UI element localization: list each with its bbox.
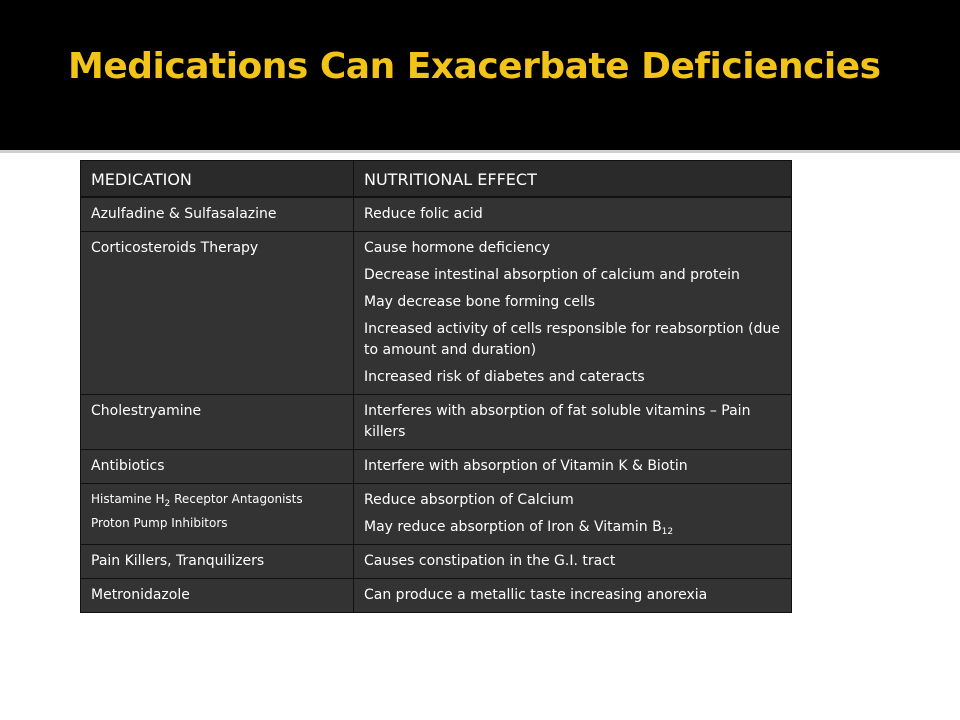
medication-text: Azulfadine & Sulfasalazine <box>91 206 277 222</box>
effect-cell: Interfere with absorption of Vitamin K &… <box>353 449 792 484</box>
medication-cell: Metronidazole <box>80 578 354 613</box>
table-header-row: MEDICATION NUTRITIONAL EFFECT <box>80 160 792 198</box>
table-row: Cholestryamine Interferes with absorptio… <box>80 394 792 450</box>
medication-cell: Azulfadine & Sulfasalazine <box>80 196 354 232</box>
medication-text: Metronidazole <box>91 587 190 603</box>
medication-text-part: Receptor Antagonists <box>170 492 303 506</box>
effect-cell: Reduce folic acid <box>353 196 792 232</box>
header-nutritional-effect: NUTRITIONAL EFFECT <box>353 160 792 198</box>
title-bar: Medications Can Exacerbate Deficiencies <box>0 0 960 150</box>
table-row: Azulfadine & Sulfasalazine Reduce folic … <box>80 196 792 232</box>
effect-cell: Cause hormone deficiency Decrease intest… <box>353 231 792 395</box>
medication-text: Antibiotics <box>91 458 165 474</box>
effect-text: Causes constipation in the G.I. tract <box>364 553 616 569</box>
header-medication: MEDICATION <box>80 160 354 198</box>
medication-cell: Antibiotics <box>80 449 354 484</box>
medication-text: Pain Killers, Tranquilizers <box>91 553 265 569</box>
title-divider <box>0 150 960 153</box>
subscript: 12 <box>661 527 674 537</box>
medication-text: Corticosteroids Therapy <box>91 240 259 256</box>
subscript: 2 <box>164 499 171 509</box>
slide-title: Medications Can Exacerbate Deficiencies <box>68 46 881 87</box>
effect-text: Increased risk of diabetes and cateracts <box>364 369 645 385</box>
medication-text: Cholestryamine <box>91 403 202 419</box>
effect-text: Reduce folic acid <box>364 206 483 222</box>
effect-text: Reduce absorption of Calcium <box>364 492 574 508</box>
effect-text: Interferes with absorption of fat solubl… <box>364 403 751 440</box>
effect-cell: Reduce absorption of Calcium May reduce … <box>353 483 792 545</box>
table-row: Histamine H2 Receptor Antagonists Proton… <box>80 483 792 545</box>
effect-text: Increased activity of cells responsible … <box>364 321 780 358</box>
medication-cell: Histamine H2 Receptor Antagonists Proton… <box>80 483 354 545</box>
effect-text: Cause hormone deficiency <box>364 240 551 256</box>
effect-text: Decrease intestinal absorption of calciu… <box>364 267 740 283</box>
effect-text: Interfere with absorption of Vitamin K &… <box>364 458 688 474</box>
medication-cell: Cholestryamine <box>80 394 354 450</box>
table-row: Metronidazole Can produce a metallic tas… <box>80 578 792 613</box>
effect-text: Can produce a metallic taste increasing … <box>364 587 708 603</box>
medication-cell: Pain Killers, Tranquilizers <box>80 544 354 579</box>
medication-text: Proton Pump Inhibitors <box>91 516 228 530</box>
effect-cell: Interferes with absorption of fat solubl… <box>353 394 792 450</box>
medication-table: MEDICATION NUTRITIONAL EFFECT Azulfadine… <box>80 160 792 613</box>
table-row: Corticosteroids Therapy Cause hormone de… <box>80 231 792 395</box>
table-row: Antibiotics Interfere with absorption of… <box>80 449 792 484</box>
medication-text: Histamine H2 Receptor Antagonists <box>91 490 343 509</box>
effect-text-part: May reduce absorption of Iron & Vitamin … <box>364 519 662 535</box>
medication-text-part: Histamine H <box>91 492 165 506</box>
effect-cell: Causes constipation in the G.I. tract <box>353 544 792 579</box>
effect-cell: Can produce a metallic taste increasing … <box>353 578 792 613</box>
effect-text: May reduce absorption of Iron & Vitamin … <box>364 517 781 538</box>
medication-cell: Corticosteroids Therapy <box>80 231 354 395</box>
effect-text: May decrease bone forming cells <box>364 294 596 310</box>
table-row: Pain Killers, Tranquilizers Causes const… <box>80 544 792 579</box>
